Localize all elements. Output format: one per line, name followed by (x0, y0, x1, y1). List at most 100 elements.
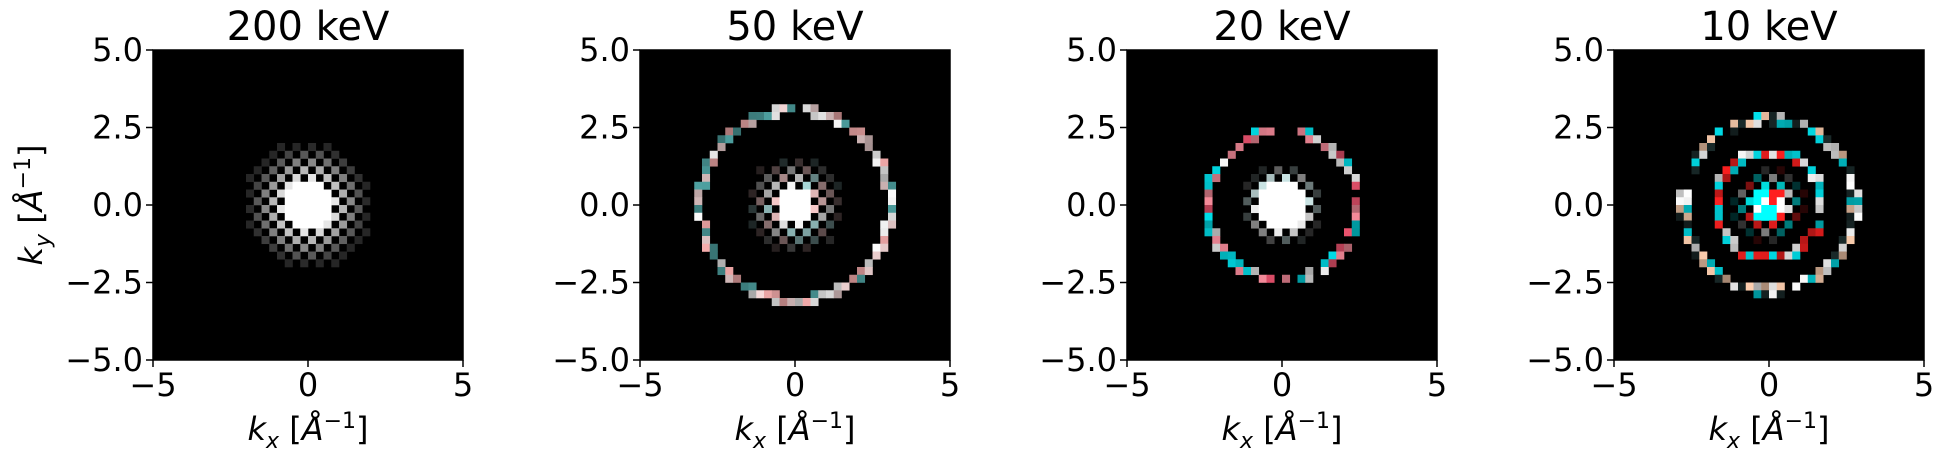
panel-title: 50 keV (726, 4, 864, 50)
heatmap-cell (331, 166, 340, 175)
heatmap-cell (1274, 181, 1283, 190)
heatmap-cell (771, 290, 780, 299)
heatmap-cell (292, 205, 301, 214)
heatmap-cell (315, 259, 324, 268)
heatmap-cell (246, 220, 255, 229)
heatmap-cell (779, 104, 788, 113)
heatmap-cell (1691, 251, 1700, 260)
heatmap-cell (1243, 267, 1252, 276)
heatmap-cell (1266, 127, 1275, 136)
heatmap-cell (1784, 189, 1793, 198)
heatmap-cell (857, 127, 866, 136)
heatmap-cell (331, 259, 340, 268)
heatmap-cell (802, 205, 811, 214)
heatmap-cell (787, 166, 796, 175)
panel-4: 10 keV −5 0 5 5.0 2.5 0.0 −2.5 −5.0 kx [Å−1] (1526, 4, 1934, 454)
heatmap-cell (300, 189, 309, 198)
heatmap-cell (1266, 197, 1275, 206)
heatmap-cell (1235, 143, 1244, 152)
heatmap-cell (779, 189, 788, 198)
heatmap-cell (284, 259, 293, 268)
heatmap-cell (1722, 174, 1731, 183)
heatmap-cell (1807, 166, 1816, 175)
heatmap-cell (779, 220, 788, 229)
heatmap-cell (1730, 212, 1739, 221)
heatmap-cell (1243, 135, 1252, 144)
heatmap-cell (1305, 181, 1314, 190)
heatmap-cell (1838, 251, 1847, 260)
heatmap-cell (1854, 189, 1863, 198)
heatmap-cell (1846, 236, 1855, 245)
heatmap-cell (740, 282, 749, 291)
heatmap-cell (1846, 166, 1855, 175)
heatmap-cell (756, 181, 765, 190)
heatmap-cell (1212, 243, 1221, 252)
y-tick-label: −5.0 (1526, 341, 1604, 379)
heatmap-cell (354, 189, 363, 198)
heatmap-cell (1351, 212, 1360, 221)
heatmap-cell (1204, 181, 1213, 190)
heatmap-cell (1683, 189, 1692, 198)
heatmap-cell (888, 212, 897, 221)
heatmap-cell (1707, 143, 1716, 152)
y-tick-label: 2.5 (1066, 109, 1117, 147)
heatmap-cell (1266, 181, 1275, 190)
heatmap-cell (818, 181, 827, 190)
heatmap-cell (818, 197, 827, 206)
heatmap-cell (1761, 150, 1770, 159)
heatmap-cell (810, 189, 819, 198)
heatmap-cell (1258, 274, 1267, 283)
heatmap-cell (702, 220, 711, 229)
heatmap-cell (277, 174, 286, 183)
heatmap-cell (864, 135, 873, 144)
heatmap-cell (725, 127, 734, 136)
heatmap-cell (1305, 228, 1314, 237)
heatmap-cell (277, 143, 286, 152)
heatmap-cell (1831, 150, 1840, 159)
y-tick-label: −2.5 (65, 264, 143, 302)
heatmap-cell (323, 197, 332, 206)
heatmap-cell (1676, 189, 1685, 198)
heatmap-cell (1745, 119, 1754, 128)
heatmap-cell (1212, 228, 1221, 237)
heatmap-cell (1266, 205, 1275, 214)
heatmap-cell (346, 228, 355, 237)
heatmap-cell (1784, 119, 1793, 128)
heatmap-cell (826, 205, 835, 214)
y-tick-label: 0.0 (1553, 186, 1604, 224)
heatmap-cell (756, 228, 765, 237)
heatmap-cell (748, 290, 757, 299)
heatmap-cell (1266, 174, 1275, 183)
x-tick-label: 5 (1427, 366, 1447, 404)
heatmap-cell (300, 205, 309, 214)
heatmap-cell (1753, 236, 1762, 245)
heatmap-cell (1266, 274, 1275, 283)
heatmap-cell (1846, 197, 1855, 206)
heatmap-cell (1730, 166, 1739, 175)
heatmap-cell (872, 243, 881, 252)
heatmap-cell (269, 181, 278, 190)
heatmap-cell (818, 290, 827, 299)
heatmap-cell (1745, 181, 1754, 190)
x-tick-label: 0 (785, 366, 805, 404)
heatmap-cell (1831, 251, 1840, 260)
heatmap-cell (1769, 197, 1778, 206)
heatmap-cell (779, 174, 788, 183)
heatmap-cell (261, 158, 270, 167)
heatmap-cell (1769, 150, 1778, 159)
heatmap-cell (787, 298, 796, 307)
heatmap-cell (1204, 220, 1213, 229)
panel-1: 200 keV −5 0 5 5.0 2.5 0.0 −2.5 −5.0 kx [Å−1] ky [… (11, 4, 473, 454)
heatmap-cell (810, 236, 819, 245)
heatmap-cell (795, 205, 804, 214)
heatmap-cell (717, 259, 726, 268)
y-tick-label: 5.0 (579, 31, 630, 69)
heatmap-cell (323, 143, 332, 152)
heatmap-cell (771, 104, 780, 113)
heatmap-cell (284, 205, 293, 214)
heatmap-cell (1204, 174, 1213, 183)
heatmap-cell (346, 166, 355, 175)
heatmap-cell (748, 282, 757, 291)
heatmap-cell (1753, 212, 1762, 221)
